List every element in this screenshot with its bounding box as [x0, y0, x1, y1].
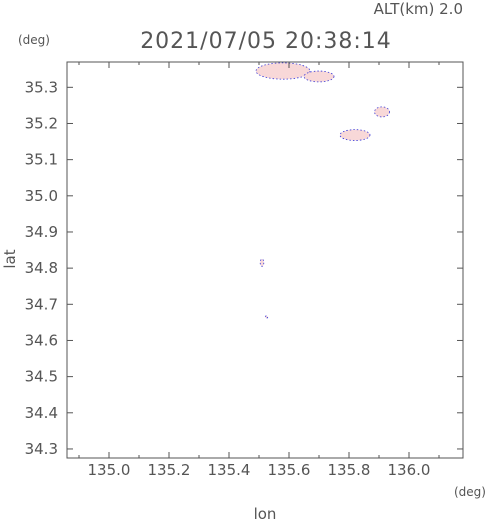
- y-tick-label: 35.0: [25, 187, 58, 205]
- y-axis-title: lat: [1, 249, 19, 268]
- y-tick-label: 35.2: [25, 114, 58, 132]
- y-unit-label: (deg): [18, 33, 50, 47]
- echo-speck-central: [259, 258, 265, 267]
- y-tick-label: 34.4: [25, 404, 58, 422]
- echo-layer: [255, 62, 390, 319]
- tick-layer: 135.0 135.2 135.4 135.6 135.8 136.0 34.3 34.4 34…: [25, 62, 463, 479]
- y-tick-label: 34.5: [25, 368, 58, 386]
- x-tick-label: 135.4: [208, 461, 251, 479]
- echo-speck-south: [264, 315, 269, 319]
- echo-east-small: [374, 106, 390, 118]
- y-tick-label: 34.6: [25, 331, 58, 349]
- y-tick-label: 35.3: [25, 78, 58, 96]
- plot-area: [66, 61, 464, 459]
- x-tick-label: 135.2: [148, 461, 191, 479]
- echo-north-tail: [303, 70, 335, 83]
- y-tick-label: 34.3: [25, 440, 58, 458]
- x-tick-label: 135.0: [88, 461, 131, 479]
- x-tick-label: 136.0: [388, 461, 431, 479]
- x-tick-label: 135.8: [328, 461, 371, 479]
- y-tick-label: 34.9: [25, 223, 58, 241]
- y-tick-label: 35.1: [25, 151, 58, 169]
- x-axis-title: lon: [254, 505, 277, 521]
- chart-title: 2021/07/05 20:38:14: [140, 29, 392, 54]
- altitude-label: ALT(km) 2.0: [374, 0, 463, 18]
- x-unit-label: (deg): [454, 485, 486, 499]
- y-tick-label: 34.8: [25, 259, 58, 277]
- y-tick-label: 34.7: [25, 295, 58, 313]
- echo-north-large: [255, 62, 311, 80]
- echo-east-elongated: [339, 129, 371, 141]
- x-tick-label: 135.6: [268, 461, 311, 479]
